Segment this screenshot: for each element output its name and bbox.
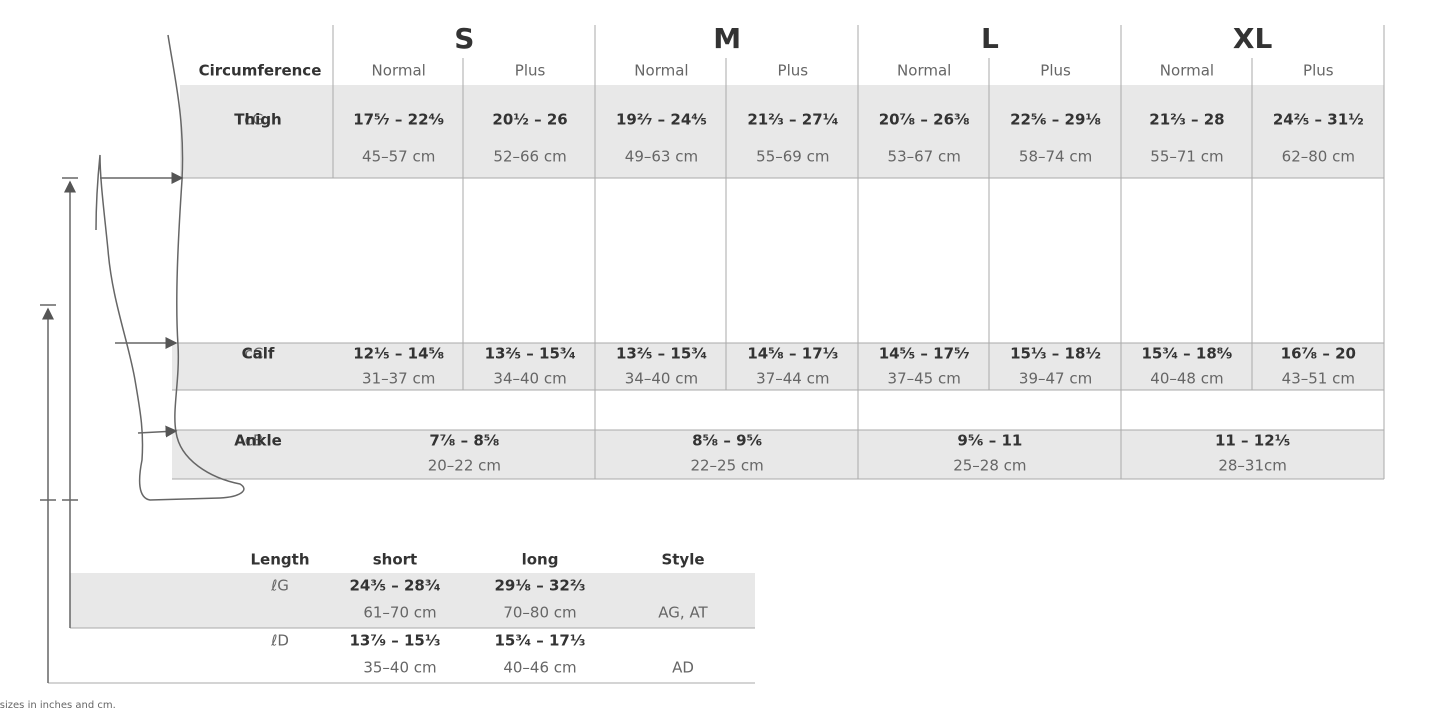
inch-range: 14⁵⁄₈ – 17¹⁄₃	[747, 345, 838, 363]
cm-range: 43–51 cm	[1282, 370, 1355, 388]
inch-range: 13²⁄₅ – 15³⁄₄	[485, 345, 576, 363]
cm-range: 28–31cm	[1218, 457, 1287, 475]
inch-range: 8⁵⁄₈ – 9⁵⁄₆	[692, 432, 762, 450]
cm-range: 55–69 cm	[756, 148, 829, 166]
inch-range: 16⁷⁄₈ – 20	[1281, 345, 1356, 363]
short-cm: 35–40 cm	[363, 659, 436, 677]
style: AD	[672, 659, 694, 677]
row-prefix: cB	[245, 432, 264, 450]
leg-illustration	[40, 34, 245, 683]
cm-range: 22–25 cm	[690, 457, 763, 475]
cm-range: 52–66 cm	[493, 148, 566, 166]
cm-range: 49–63 cm	[625, 148, 698, 166]
inch-range: 20¹⁄₂ – 26	[492, 111, 567, 129]
inch-range: 21²⁄₃ – 28	[1149, 111, 1224, 129]
long-cm: 70–80 cm	[503, 604, 576, 622]
inch-range: 17⁵⁄₇ – 22⁴⁄₉	[353, 111, 444, 129]
row-prefix: cC	[245, 345, 264, 363]
column-label: Normal	[897, 62, 951, 80]
column-label: Plus	[1040, 62, 1071, 80]
cm-range: 31–37 cm	[362, 370, 435, 388]
cm-range: 25–28 cm	[953, 457, 1026, 475]
size-label: XL	[1233, 22, 1273, 55]
column-label: Normal	[1160, 62, 1214, 80]
short-cm: 61–70 cm	[363, 604, 436, 622]
bands	[70, 85, 1384, 628]
size-label: M	[713, 22, 741, 55]
cm-range: 37–45 cm	[888, 370, 961, 388]
long-inches: 15³⁄₄ – 17¹⁄₃	[495, 632, 586, 650]
length-header: Length	[251, 551, 310, 569]
inch-range: 21²⁄₃ – 27¹⁄₄	[747, 111, 838, 129]
row-name: Calf	[242, 345, 275, 363]
length-label: ℓD	[270, 632, 289, 650]
inch-range: 11 – 12¹⁄₅	[1215, 432, 1290, 450]
inch-range: 9⁵⁄₆ – 11	[957, 432, 1022, 450]
cm-range: 62–80 cm	[1282, 148, 1355, 166]
inch-range: 13²⁄₅ – 15³⁄₄	[616, 345, 707, 363]
row-prefix: cG	[244, 111, 264, 129]
size-label: L	[981, 22, 999, 55]
inch-range: 12¹⁄₅ – 14⁵⁄₈	[353, 345, 444, 363]
short-inches: 24³⁄₅ – 28³⁄₄	[350, 577, 441, 595]
length-label: ℓG	[270, 577, 289, 595]
column-label: Normal	[634, 62, 688, 80]
long-inches: 29¹⁄₈ – 32²⁄₃	[495, 577, 586, 595]
short-inches: 13⁷⁄₉ – 15¹⁄₃	[350, 632, 441, 650]
length-header: long	[522, 551, 559, 569]
inch-range: 15¹⁄₃ – 18¹⁄₂	[1010, 345, 1101, 363]
cm-range: 20–22 cm	[428, 457, 501, 475]
column-label: Plus	[1303, 62, 1334, 80]
cm-range: 58–74 cm	[1019, 148, 1092, 166]
cm-range: 39–47 cm	[1019, 370, 1092, 388]
style: AG, AT	[658, 604, 708, 622]
long-cm: 40–46 cm	[503, 659, 576, 677]
inch-range: 14⁵⁄₅ – 17⁵⁄₇	[879, 345, 970, 363]
cm-range: 37–44 cm	[756, 370, 829, 388]
size-label: S	[454, 22, 474, 55]
column-label: Plus	[778, 62, 809, 80]
cm-range: 45–57 cm	[362, 148, 435, 166]
cm-range: 55–71 cm	[1150, 148, 1223, 166]
inch-range: 24²⁄₅ – 31¹⁄₂	[1273, 111, 1364, 129]
inch-range: 22⁵⁄₆ – 29¹⁄₈	[1010, 111, 1101, 129]
row-name: Thigh	[234, 111, 281, 129]
footnote: All sizes in inches and cm.	[0, 700, 116, 711]
cm-range: 34–40 cm	[493, 370, 566, 388]
inch-range: 20⁷⁄₈ – 26³⁄₈	[879, 111, 970, 129]
length-header: Style	[661, 551, 704, 569]
inch-range: 7⁷⁄₈ – 8⁵⁄₈	[429, 432, 499, 450]
header-label: Circumference	[199, 62, 322, 80]
length-header: short	[373, 551, 417, 569]
column-label: Normal	[372, 62, 426, 80]
cm-range: 53–67 cm	[888, 148, 961, 166]
grid	[48, 25, 1385, 684]
column-label: Plus	[515, 62, 546, 80]
inch-range: 19²⁄₇ – 24⁴⁄₅	[616, 111, 707, 129]
cm-range: 34–40 cm	[625, 370, 698, 388]
inch-range: 15³⁄₄ – 18⁸⁄₉	[1141, 345, 1232, 363]
row-name: Ankle	[234, 432, 282, 450]
cm-range: 40–48 cm	[1150, 370, 1223, 388]
